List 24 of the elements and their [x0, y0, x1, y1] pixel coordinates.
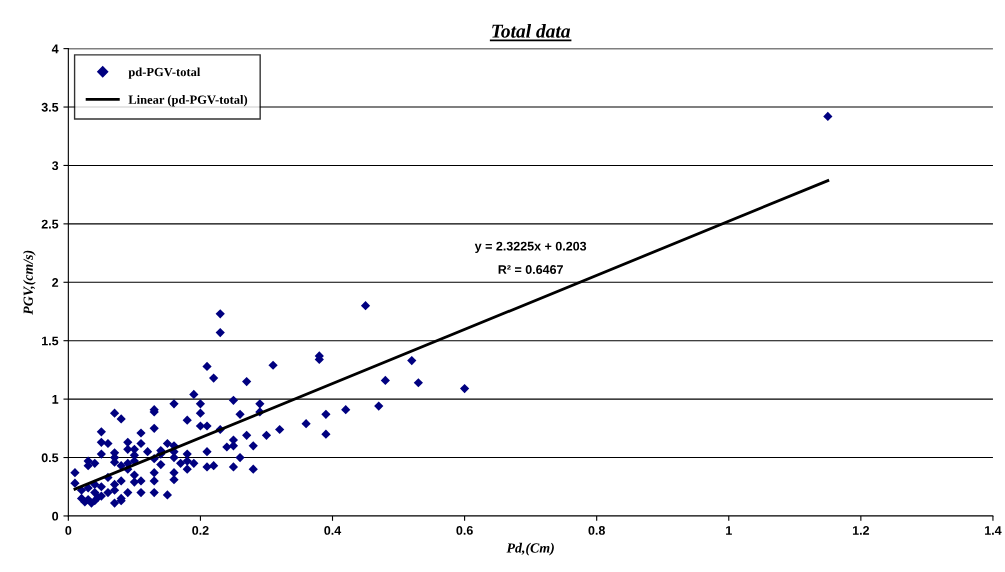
x-tick-label: 0.4: [324, 526, 342, 535]
x-tick-label: 1.2: [852, 526, 870, 535]
y-tick-label: 0.5: [41, 453, 59, 463]
y-tick-label: 2.5: [41, 219, 59, 229]
y-tick-label: 1.5: [42, 336, 59, 346]
y-tick-label: 2: [52, 278, 59, 287]
chart-title: Total data: [492, 24, 571, 38]
x-tick-label: 0.2: [192, 526, 209, 535]
y-tick-label: 0: [52, 511, 59, 521]
y-axis-title: PGV,(cm/s): [23, 250, 36, 315]
legend-label: pd-PGV-total: [128, 67, 201, 79]
annotation: y = 2.3225x + 0.203: [474, 241, 587, 254]
x-tick-label: 1.4: [985, 526, 1002, 535]
x-tick-label: 0: [65, 526, 72, 535]
y-tick-label: 1: [52, 395, 59, 404]
x-tick-label: 1: [726, 526, 732, 535]
x-axis-title: Pd,(Cm): [506, 542, 554, 556]
y-tick-label: 3: [51, 161, 59, 171]
x-tick-label: 0.6: [456, 526, 473, 535]
annotation: R² = 0.6467: [498, 265, 563, 274]
y-tick-label: 3.5: [41, 102, 59, 112]
legend-label: Linear (pd-PGV-total): [128, 95, 248, 107]
x-tick-label: 0.8: [588, 526, 605, 535]
y-tick-label: 4: [51, 44, 59, 54]
